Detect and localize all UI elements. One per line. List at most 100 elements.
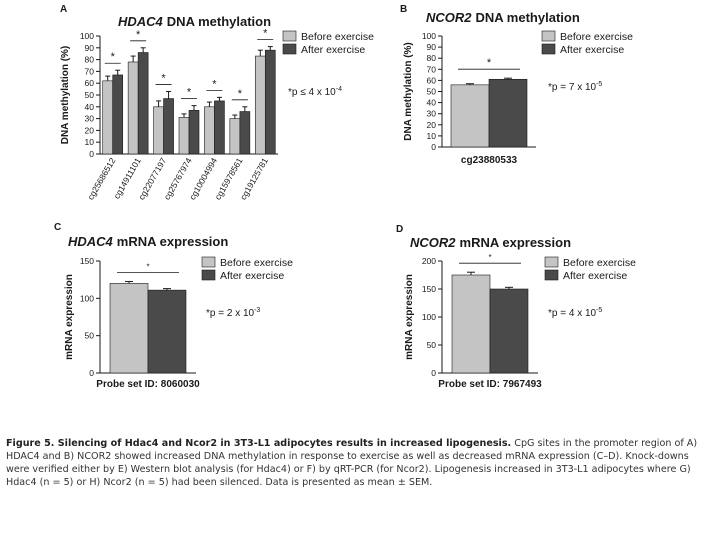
significance-marker: * (187, 87, 192, 99)
bar-before-exercise (178, 117, 190, 155)
bar-before-exercise (451, 274, 491, 374)
significance-marker: * (263, 28, 268, 40)
bar-before-exercise (109, 283, 149, 374)
figure-caption: Figure 5. Silencing of Hdac4 and Ncor2 i… (6, 437, 714, 489)
chart-title-gene: NCOR2 (410, 235, 456, 250)
bar-after-exercise (214, 100, 225, 155)
legend-label: Before exercise (560, 31, 633, 43)
chart-title-gene: NCOR2 (426, 10, 472, 25)
y-tick-label: 20 (85, 125, 95, 135)
y-tick-label: 50 (85, 90, 95, 100)
legend-label: After exercise (220, 270, 284, 282)
p-value-exponent: -5 (596, 81, 602, 88)
y-tick-label: 80 (85, 55, 95, 65)
y-tick-label: 30 (427, 109, 437, 119)
significance-marker: * (488, 253, 491, 262)
chart-title-rest: DNA methylation (167, 14, 271, 29)
caption-heading: Figure 5. Silencing of Hdac4 and Ncor2 i… (6, 438, 512, 449)
y-tick-label: 60 (427, 75, 437, 85)
chart-title-gene: HDAC4 (68, 234, 114, 249)
y-tick-label: 10 (427, 131, 437, 141)
y-tick-label: 20 (427, 120, 437, 130)
p-value-exponent: -4 (336, 86, 342, 93)
bar-after-exercise (239, 111, 251, 155)
chart-title: HDAC4 DNA methylation (118, 14, 271, 29)
chart-title: HDAC4 mRNA expression (68, 234, 228, 249)
chart-title: NCOR2 mRNA expression (410, 235, 571, 250)
bar-after-exercise (264, 49, 276, 155)
p-value-annotation: *p ≤ 4 x 10-4 (288, 86, 342, 98)
legend-swatch-before (541, 30, 556, 42)
panel-label: A (60, 4, 67, 15)
x-category-label: cg23880533 (461, 155, 518, 166)
p-value-annotation: *p = 4 x 10-5 (548, 307, 602, 319)
legend-label: After exercise (560, 44, 624, 56)
y-tick-label: 100 (422, 312, 436, 322)
bar-before-exercise (229, 118, 241, 155)
x-category-label: Probe set ID: 7967493 (438, 379, 542, 390)
chart-title-rest: DNA methylation (476, 10, 580, 25)
significance-marker: * (487, 57, 492, 69)
significance-marker: * (136, 29, 141, 41)
bar-before-exercise (153, 106, 164, 155)
bar-after-exercise (137, 52, 149, 155)
bar-after-exercise (147, 289, 187, 374)
chart-title-rest: mRNA expression (460, 235, 572, 250)
y-tick-label: 0 (431, 368, 436, 378)
y-tick-label: 80 (427, 53, 437, 63)
y-axis-label: mRNA expression (404, 274, 415, 360)
legend-swatch-after (201, 269, 216, 281)
p-value-text: *p = 2 x 10 (206, 308, 255, 319)
caption-body: CpG sites in the promoter region of A) H… (6, 438, 698, 488)
chart-title: NCOR2 DNA methylation (426, 10, 580, 25)
legend-swatch-after (282, 43, 297, 55)
panel-label: B (400, 4, 407, 15)
legend-label: After exercise (563, 270, 627, 282)
y-tick-label: 200 (422, 256, 436, 266)
p-value-text: *p = 4 x 10 (548, 308, 597, 319)
y-tick-label: 150 (422, 284, 436, 294)
legend-swatch-before (544, 256, 559, 268)
y-tick-label: 0 (89, 149, 94, 159)
legend-swatch-after (541, 43, 556, 55)
bar-after-exercise (489, 288, 529, 374)
y-tick-label: 70 (85, 66, 95, 76)
p-value-annotation: *p = 7 x 10-5 (548, 81, 602, 93)
bar-before-exercise (127, 61, 139, 155)
legend-label: Before exercise (563, 257, 636, 269)
y-tick-label: 60 (85, 78, 95, 88)
panel-label: C (54, 222, 61, 233)
y-axis-label: mRNA expression (64, 274, 75, 360)
y-tick-label: 90 (427, 42, 437, 52)
x-category-label: Probe set ID: 8060030 (96, 379, 200, 390)
y-tick-label: 40 (427, 98, 437, 108)
y-tick-label: 0 (431, 142, 436, 152)
p-value-exponent: -3 (254, 307, 260, 314)
y-tick-label: 150 (80, 256, 94, 266)
y-tick-label: 40 (85, 102, 95, 112)
y-tick-label: 50 (427, 87, 437, 97)
significance-marker: * (111, 51, 116, 63)
significance-marker: * (238, 88, 243, 100)
y-tick-label: 30 (85, 114, 95, 124)
y-tick-label: 0 (89, 368, 94, 378)
legend-swatch-before (282, 30, 297, 42)
bar-before-exercise (204, 106, 215, 155)
significance-marker: * (212, 78, 217, 90)
legend-swatch-after (544, 269, 559, 281)
p-value-annotation: *p = 2 x 10-3 (206, 307, 260, 319)
significance-marker: * (161, 72, 166, 84)
significance-marker: * (146, 263, 149, 272)
y-axis-label: DNA methylation (%) (403, 42, 414, 141)
p-value-text: *p ≤ 4 x 10 (288, 87, 336, 98)
chart-title-rest: mRNA expression (117, 234, 229, 249)
bar-after-exercise (488, 78, 528, 148)
p-value-text: *p = 7 x 10 (548, 82, 597, 93)
legend-label: Before exercise (301, 31, 374, 43)
y-tick-label: 100 (422, 31, 436, 41)
bar-after-exercise (112, 74, 124, 155)
y-tick-label: 100 (80, 293, 94, 303)
chart-title-gene: HDAC4 (118, 14, 164, 29)
y-tick-label: 90 (85, 43, 95, 53)
